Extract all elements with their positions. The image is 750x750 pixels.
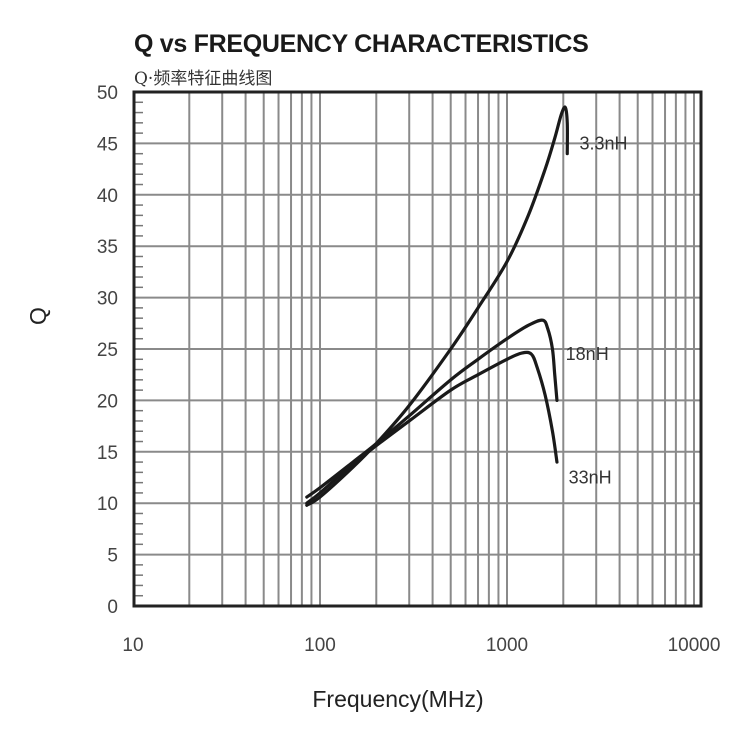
y-axis-ticks: 0 5 10 15 20 25 30 35 40 45 50 xyxy=(97,83,118,618)
x-tick-label: 1000 xyxy=(486,635,528,656)
series-label: 3.3nH xyxy=(579,133,627,153)
y-tick-label: 0 xyxy=(107,597,118,618)
y-tick-label: 40 xyxy=(97,186,118,207)
y-tick-label: 25 xyxy=(97,340,118,361)
y-tick-label: 20 xyxy=(97,391,118,412)
grid-lines xyxy=(134,92,701,606)
x-tick-label: 100 xyxy=(304,635,336,656)
x-tick-label: 10000 xyxy=(668,635,721,656)
chart-title: Q vs FREQUENCY CHARACTERISTICS xyxy=(134,30,589,58)
series-labels: 3.3nH 18nH 33nH xyxy=(566,133,628,487)
y-tick-label: 50 xyxy=(97,83,118,104)
series-curves xyxy=(305,105,569,507)
y-tick-label: 10 xyxy=(97,494,118,515)
x-tick-label: 10 xyxy=(122,635,143,656)
y-axis-label: Q xyxy=(25,307,51,325)
series-label: 18nH xyxy=(566,344,609,364)
curve-3-3nH xyxy=(305,105,569,507)
y-tick-label: 5 xyxy=(107,546,118,567)
x-axis-label: Frequency(MHz) xyxy=(312,686,483,712)
curve-33nH xyxy=(305,350,559,505)
y-tick-label: 45 xyxy=(97,134,118,155)
y-tick-label: 35 xyxy=(97,237,118,258)
y-tick-label: 30 xyxy=(97,289,118,310)
chart-subtitle: Q·频率特征曲线图 xyxy=(134,69,273,89)
plot-frame xyxy=(132,90,703,608)
y-tick-label: 15 xyxy=(97,443,118,464)
series-label: 33nH xyxy=(569,468,612,488)
x-axis-ticks: 10 100 1000 10000 xyxy=(122,635,720,656)
